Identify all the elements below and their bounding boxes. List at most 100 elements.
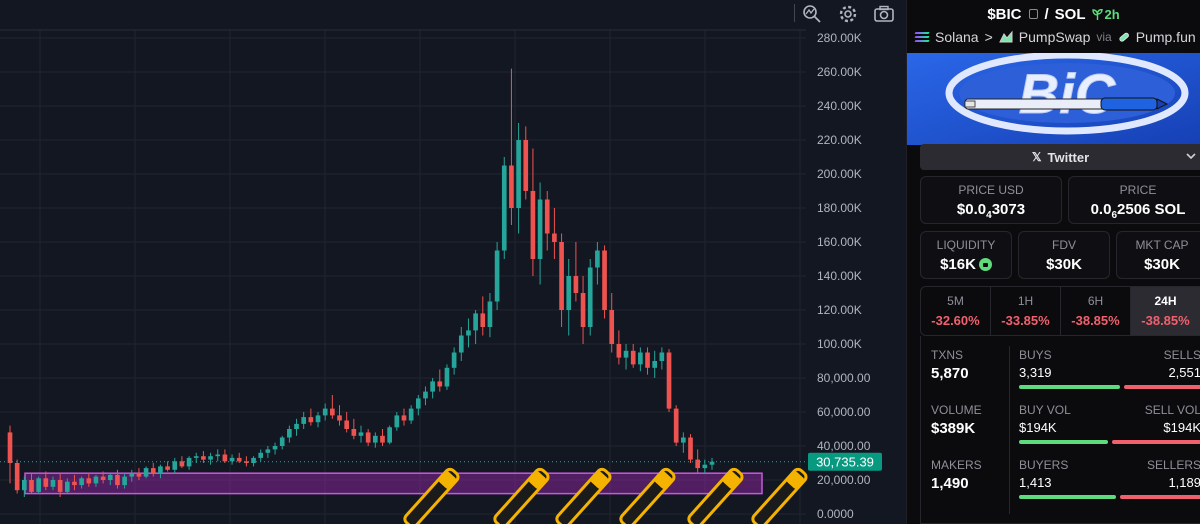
candle-body <box>72 481 77 486</box>
candle-body <box>638 352 643 365</box>
candle-body <box>337 415 342 421</box>
candle-body <box>43 478 49 487</box>
price-usd-box: PRICE USD $0.043073 <box>920 176 1062 224</box>
candle-body <box>21 480 27 491</box>
price-usd-value: $0.043073 <box>956 201 1026 221</box>
candle-body <box>430 381 435 392</box>
price-usd-label: PRICE USD <box>958 183 1024 197</box>
candle-body <box>79 478 84 486</box>
pair-age-value: 2h <box>1104 6 1120 22</box>
decorative-pen-sticker <box>555 467 612 524</box>
candle-body <box>595 250 600 268</box>
candle-body <box>136 473 142 477</box>
y-axis-tick-label: 120.00K <box>817 303 862 317</box>
candle-body <box>666 352 672 409</box>
candle-body <box>165 466 170 470</box>
route-launchpad[interactable]: Pump.fun <box>1135 29 1196 45</box>
price-sol-value: 0.062506 SOL <box>1090 201 1186 221</box>
candle-body <box>530 191 536 259</box>
candle-body <box>294 423 299 429</box>
buys-sells-bar <box>1019 385 1200 389</box>
candle-body <box>150 468 156 474</box>
y-axis-tick-label: 100.00K <box>817 337 862 351</box>
tab-24h[interactable]: 24H -38.85% <box>1131 287 1200 335</box>
candle-body <box>702 464 708 469</box>
candle-body <box>709 461 715 465</box>
y-axis-tick-label: 160.00K <box>817 235 862 249</box>
candle-body <box>64 481 70 492</box>
pair-separator: / <box>1044 5 1049 23</box>
candle-body <box>129 473 135 477</box>
candle-body <box>358 432 364 436</box>
candle-body <box>107 474 113 480</box>
candle-body <box>559 242 564 310</box>
candle-body <box>236 457 242 462</box>
copy-icon[interactable] <box>1028 9 1038 19</box>
buy-sell-volume-split: BUY VOL SELL VOL $194K $194K <box>1019 403 1200 444</box>
candle-body <box>351 429 357 436</box>
buys-sells-split: BUYS SELLS 3,319 2,551 <box>1019 348 1200 389</box>
candle-body <box>258 452 264 458</box>
chevron-down-icon[interactable] <box>1185 150 1197 162</box>
candle-body <box>580 293 586 327</box>
candle-body <box>681 437 686 443</box>
tab-6h[interactable]: 6H -38.85% <box>1061 287 1131 335</box>
gear-icon[interactable] <box>836 2 860 26</box>
sprout-icon <box>1091 8 1103 20</box>
fdv-value: $30K <box>1046 256 1082 273</box>
tab-1h[interactable]: 1H -33.85% <box>991 287 1061 335</box>
candle-body <box>208 456 213 460</box>
mktcap-value: $30K <box>1144 256 1180 273</box>
makers-stat: MAKERS 1,490 <box>931 458 982 492</box>
y-axis-tick-label: 60,000.00 <box>817 405 871 419</box>
timeframe-tabs: 5M -32.60% 1H -33.85% 6H -38.85% 24H -38.85% <box>920 286 1200 336</box>
candle-body <box>272 446 278 450</box>
candle-body <box>193 456 199 458</box>
candle-body <box>688 437 693 460</box>
decorative-pen-sticker <box>493 467 550 524</box>
magnify-chart-icon[interactable] <box>800 2 824 26</box>
candle-body <box>466 330 471 336</box>
candle-body <box>523 140 529 191</box>
candle-body <box>179 461 185 467</box>
y-axis-tick-label: 260.00K <box>817 65 862 79</box>
route-arrow: > <box>984 29 993 45</box>
candle-body <box>451 352 457 368</box>
twitter-button[interactable]: 𝕏 Twitter <box>920 144 1200 170</box>
candle-body <box>673 408 679 443</box>
candle-body <box>645 352 650 368</box>
candle-body <box>437 381 443 387</box>
price-sol-label: PRICE <box>1119 183 1157 197</box>
current-price-label: 30,735.39 <box>816 455 874 470</box>
candle-body <box>659 352 665 361</box>
route-chain[interactable]: Solana <box>935 29 979 45</box>
candle-body <box>652 361 658 368</box>
candle-body <box>143 468 149 477</box>
banner-logo-text: BiC <box>1019 62 1117 125</box>
candle-body <box>301 417 307 424</box>
fdv-label: FDV <box>1052 238 1076 252</box>
candle-body <box>609 310 615 344</box>
candle-body <box>265 449 271 453</box>
liquidity-label: LIQUIDITY <box>936 238 996 252</box>
makers-bar <box>1019 495 1200 499</box>
route-dex[interactable]: PumpSwap <box>1018 29 1091 45</box>
liquidity-box: LIQUIDITY $16K <box>920 231 1012 279</box>
solana-icon <box>914 32 930 42</box>
price-sol-box: PRICE 0.062506 SOL <box>1068 176 1200 224</box>
candlestick-chart-svg[interactable]: 280.00K 260.00K 240.00K 220.00K 200.00K 180.0… <box>0 0 906 524</box>
candle-body <box>222 454 228 462</box>
token-banner: BiC <box>907 53 1200 145</box>
price-chart[interactable]: 280.00K 260.00K 240.00K 220.00K 200.00K 180.0… <box>0 0 906 524</box>
route-via: via <box>1096 30 1112 44</box>
candle-body <box>401 415 407 421</box>
candle-body <box>57 480 63 492</box>
tab-5m[interactable]: 5M -32.60% <box>921 287 991 335</box>
pair-age: 2h <box>1091 6 1120 22</box>
candle-body <box>287 429 292 438</box>
candle-body <box>29 480 34 492</box>
liquidity-value: $16K <box>921 256 1011 273</box>
camera-icon[interactable] <box>872 2 896 26</box>
y-axis-tick-label: 220.00K <box>817 133 862 147</box>
y-axis-tick-label: 240.00K <box>817 99 862 113</box>
